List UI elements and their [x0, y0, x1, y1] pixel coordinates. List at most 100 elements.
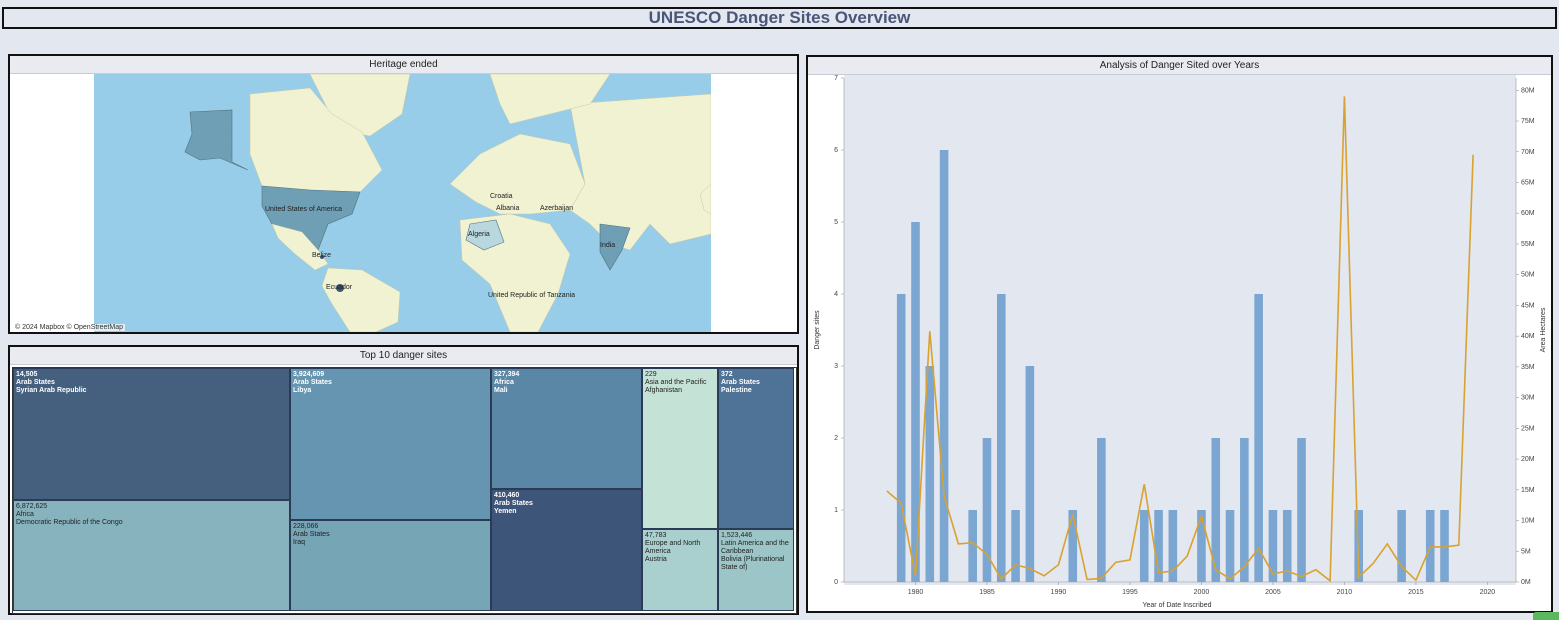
line-layer — [886, 96, 1474, 583]
tile-region: Arab States — [293, 531, 330, 538]
x-tick-label: 1990 — [1051, 589, 1067, 596]
bar — [1154, 510, 1163, 582]
treemap-tile[interactable]: 14,505 Arab States Syrian Arab Republic — [13, 368, 290, 500]
country-label-azerbaijan: Azerbaijan — [540, 205, 573, 212]
y-axis-title: Danger sites — [814, 310, 821, 350]
dashboard-title: UNESCO Danger Sites Overview — [648, 8, 911, 27]
treemap-tile[interactable]: 6,872,625 Africa Democratic Republic of … — [13, 500, 290, 611]
treemap-tile[interactable]: 327,394 Africa Mali — [491, 368, 642, 489]
tile-country: Democratic Republic of the Congo — [16, 519, 123, 526]
bar — [1139, 510, 1149, 582]
map-credit[interactable]: © 2024 Mapbox © OpenStreetMap — [13, 324, 125, 331]
tile-country: Bolivia (Plurinational State of) — [721, 556, 785, 571]
bar — [1440, 510, 1449, 582]
treemap-tile[interactable]: 410,460 Arab States Yemen — [491, 489, 642, 611]
algeria-highlight[interactable] — [465, 219, 505, 251]
ecuador-highlight[interactable] — [336, 284, 344, 292]
y-tick-label: 3 — [834, 363, 838, 370]
tile-country: Afghanistan — [645, 387, 682, 394]
bar — [896, 294, 906, 582]
x-tick-label: 2020 — [1480, 589, 1496, 596]
world-map-svg[interactable]: United States of America Croatia Albania… — [10, 73, 797, 333]
tile-value: 14,505 — [16, 371, 38, 378]
bar-layer — [896, 150, 1449, 582]
tile-region: Arab States — [721, 379, 760, 386]
tile-region: Europe and North America — [645, 540, 701, 555]
bar — [1282, 510, 1292, 582]
bar — [939, 150, 949, 582]
x-tick-label: 1995 — [1122, 589, 1138, 596]
treemap-tile[interactable]: 47,783 Europe and North America Austria — [642, 529, 718, 611]
y-tick-label: 2 — [834, 435, 838, 442]
tile-region: Latin America and the Caribbean — [721, 540, 789, 555]
country-label-usa: United States of America — [265, 206, 342, 213]
bar — [996, 294, 1006, 582]
tile-region: Africa — [16, 511, 34, 518]
y-tick-label: 7 — [834, 75, 838, 82]
bar — [1297, 438, 1306, 582]
india-highlight[interactable] — [599, 223, 631, 271]
y2-tick-label: 75M — [1521, 118, 1535, 125]
plot-background — [844, 75, 1516, 585]
x-tick-label: 2000 — [1194, 589, 1210, 596]
y2-tick-label: 60M — [1521, 210, 1535, 217]
tile-region: Africa — [494, 379, 514, 386]
bar — [1011, 510, 1020, 582]
country-label-tanzania: United Republic of Tanzania — [488, 292, 575, 299]
bar — [1097, 438, 1106, 582]
treemap-tile[interactable]: 3,924,609 Arab States Libya — [290, 368, 491, 520]
dashboard-title-bar: UNESCO Danger Sites Overview — [2, 7, 1557, 29]
bar — [1211, 438, 1221, 582]
canada-land — [249, 87, 383, 193]
bar — [968, 510, 977, 582]
y2-tick-label: 70M — [1521, 149, 1535, 156]
alaska-highlight[interactable] — [184, 109, 249, 171]
treemap-tile[interactable]: 1,523,446 Latin America and the Caribbea… — [718, 529, 794, 611]
tile-region: Arab States — [494, 500, 533, 507]
y-tick-label: 1 — [834, 507, 838, 514]
mexico-land — [271, 223, 329, 271]
bar — [1197, 510, 1206, 582]
bar — [1068, 510, 1078, 582]
bar — [1254, 294, 1263, 582]
belize-highlight[interactable] — [320, 255, 324, 259]
treemap-tile[interactable]: 228,066 Arab States Iraq — [290, 520, 491, 611]
bar — [1225, 510, 1235, 582]
bar — [925, 366, 935, 582]
country-label-algeria: Algeria — [468, 231, 490, 238]
country-label-india: India — [600, 242, 615, 249]
y2-tick-label: 25M — [1521, 425, 1535, 432]
tile-region: Arab States — [16, 379, 55, 386]
y-tick-label: 6 — [834, 147, 838, 154]
x-tick-label: 1985 — [979, 589, 995, 596]
bar — [982, 438, 992, 582]
chart-title: Analysis of Danger Sited over Years — [808, 57, 1551, 75]
bar — [1240, 438, 1249, 582]
y2-axis-title: Area Hectares — [1540, 307, 1547, 352]
country-label-albania: Albania — [496, 205, 519, 212]
treemap-panel: Top 10 danger sites 14,505 Arab States S… — [8, 345, 799, 615]
bar — [911, 222, 920, 582]
x-tick-label: 2005 — [1265, 589, 1281, 596]
treemap: 14,505 Arab States Syrian Arab Republic … — [12, 367, 797, 614]
danger-sites-chart[interactable]: 012345670M5M10M15M20M25M30M35M40M45M50M5… — [808, 75, 1551, 611]
tile-value: 47,783 — [645, 532, 667, 539]
y2-tick-label: 5M — [1521, 548, 1531, 555]
usa-highlight[interactable] — [261, 185, 361, 251]
corner-button[interactable] — [1533, 612, 1559, 620]
tile-value: 3,924,609 — [293, 371, 325, 378]
country-label-belize: Belize — [312, 252, 331, 259]
area-hectares-line — [886, 96, 1474, 583]
x-tick-label: 2010 — [1337, 589, 1353, 596]
x-tick-label: 1980 — [908, 589, 924, 596]
tile-value: 327,394 — [494, 371, 520, 378]
tile-value: 229 — [645, 371, 657, 378]
y-tick-label: 5 — [834, 219, 838, 226]
tile-value: 6,872,625 — [16, 503, 48, 510]
y2-tick-label: 10M — [1521, 518, 1535, 525]
bar — [1025, 366, 1035, 582]
world-map[interactable]: United States of America Croatia Albania… — [10, 73, 797, 333]
treemap-tile[interactable]: 372 Arab States Palestine — [718, 368, 794, 529]
treemap-tile[interactable]: 229 Asia and the Pacific Afghanistan — [642, 368, 718, 529]
tile-country: Yemen — [494, 508, 517, 515]
